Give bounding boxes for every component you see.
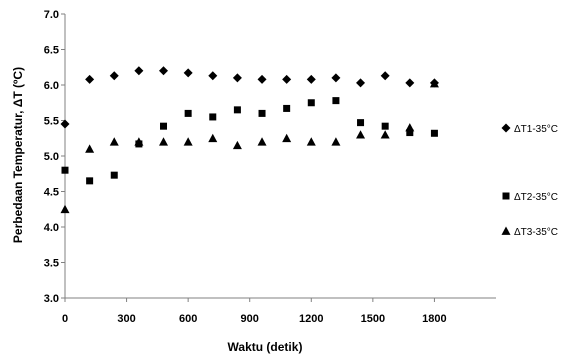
data-point-square: [307, 99, 315, 107]
data-point-diamond: [306, 74, 316, 84]
data-point-triangle: [183, 137, 193, 146]
x-tick-label: 1800: [422, 313, 446, 325]
x-tick-label: 900: [241, 313, 259, 325]
data-point-square: [283, 104, 291, 112]
data-point-square: [332, 97, 340, 105]
x-tick-label: 1200: [299, 313, 323, 325]
y-tick-label: 7.0: [44, 9, 59, 21]
data-point-triangle: [356, 130, 366, 139]
series-3: [60, 79, 439, 214]
data-point-square: [209, 113, 217, 121]
data-point-square: [357, 119, 365, 127]
series-2: [61, 97, 438, 185]
data-point-square: [233, 106, 241, 114]
data-point-triangle: [282, 133, 292, 143]
data-point-diamond: [60, 119, 70, 129]
data-point-diamond: [159, 66, 169, 76]
data-point-square: [258, 109, 266, 117]
data-point-triangle: [208, 133, 218, 143]
y-tick-label: 5.5: [44, 116, 59, 128]
y-tick-label: 5.0: [44, 151, 59, 163]
y-tick-label: 6.0: [44, 80, 59, 92]
data-point-square: [406, 129, 414, 137]
data-point-square: [61, 166, 69, 174]
data-point-diamond: [282, 74, 292, 84]
data-point-diamond: [183, 68, 193, 78]
data-point-diamond: [257, 74, 267, 84]
y-tick-label: 3.5: [44, 258, 59, 270]
data-point-diamond: [405, 78, 415, 88]
legend: ΔT1-35°C ΔT2-35°C ΔT3-35°C: [501, 123, 558, 238]
data-point-square: [381, 122, 389, 130]
data-point-triangle: [232, 140, 242, 150]
data-point-triangle: [405, 123, 415, 132]
legend-label: ΔT2-35°C: [514, 192, 558, 203]
data-point-diamond: [380, 71, 390, 81]
x-axis-label: Waktu (detik): [228, 340, 303, 354]
data-point-triangle: [331, 137, 341, 146]
legend-label: ΔT3-35°C: [514, 227, 558, 238]
data-point-triangle: [159, 137, 169, 146]
x-tick-label: 300: [117, 313, 135, 325]
x-tick-label: 1500: [361, 313, 385, 325]
x-tick-label: 600: [179, 313, 197, 325]
data-point-square: [184, 109, 192, 117]
data-point-diamond: [232, 73, 242, 83]
data-point-diamond: [134, 66, 144, 76]
data-point-square: [430, 129, 438, 137]
series-1: [60, 66, 439, 129]
data-point-triangle: [134, 137, 144, 146]
legend-marker-triangle: [501, 226, 511, 235]
x-axis-ticks: 0 300 600 900 1200 1500 1800: [62, 298, 447, 325]
data-point-square: [110, 171, 118, 179]
data-point-triangle: [109, 137, 119, 146]
data-point-diamond: [208, 71, 218, 81]
data-point-triangle: [257, 137, 267, 146]
data-point-triangle: [85, 144, 95, 153]
axes: [64, 14, 496, 299]
data-point-diamond: [356, 78, 366, 88]
y-tick-label: 4.0: [44, 222, 59, 234]
data-point-diamond: [85, 74, 95, 84]
data-point-triangle: [380, 130, 390, 139]
data-point-triangle: [60, 204, 70, 214]
data-point-triangle: [429, 79, 439, 88]
data-points: [60, 66, 439, 214]
y-tick-label: 4.5: [44, 187, 59, 199]
data-point-square: [86, 177, 94, 185]
data-point-diamond: [331, 73, 341, 83]
data-point-diamond: [109, 71, 119, 81]
y-axis-label: Perbedaan Temperatur, ΔT (ºC): [11, 67, 25, 243]
legend-marker-diamond: [501, 123, 511, 133]
legend-label: ΔT1-35°C: [514, 124, 558, 135]
x-tick-label: 0: [62, 313, 68, 325]
data-point-square: [160, 122, 168, 130]
legend-marker-square: [502, 192, 510, 200]
y-axis-ticks: 3.0 3.5 4.0 4.5 5.0 5.5 6.0 6.5 7.0: [44, 9, 65, 305]
y-tick-label: 6.5: [44, 45, 59, 57]
y-tick-label: 3.0: [44, 293, 59, 305]
data-point-triangle: [306, 137, 316, 146]
